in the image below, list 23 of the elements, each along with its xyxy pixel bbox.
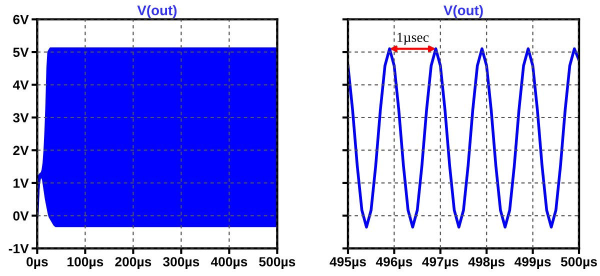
x-tick-label: 498µs xyxy=(468,257,505,270)
x-tick-label: 400µs xyxy=(210,257,248,270)
y-tick-label: -1V xyxy=(8,244,29,254)
x-tick-label: 495µs xyxy=(330,257,366,270)
y-tick-label: 0V xyxy=(13,211,29,221)
y-tick-label: 2V xyxy=(13,146,29,156)
y-tick-label: 3V xyxy=(13,113,29,122)
y-tick-label: 4V xyxy=(12,80,29,90)
x-tick-label: 100µs xyxy=(68,257,104,270)
x-tick-label: 0µs xyxy=(26,257,48,270)
x-tick-label: 300µs xyxy=(163,257,200,270)
x-tick-label: 200µs xyxy=(115,257,152,270)
annotation: 1µsec xyxy=(398,32,429,45)
x-tick-label: 500µs xyxy=(259,257,296,270)
chart-title: V(out) xyxy=(444,5,483,18)
y-tick-label: 5V xyxy=(13,48,29,57)
x-tick-label: 499µs xyxy=(514,257,551,270)
chart-title: V(out) xyxy=(137,5,177,18)
x-tick-label: 497µs xyxy=(422,257,458,270)
y-tick-label: 1V xyxy=(14,178,29,188)
x-tick-label: 500µs xyxy=(560,257,597,270)
y-tick-label: 6V xyxy=(13,14,29,24)
x-tick-label: 496µs xyxy=(376,257,412,270)
